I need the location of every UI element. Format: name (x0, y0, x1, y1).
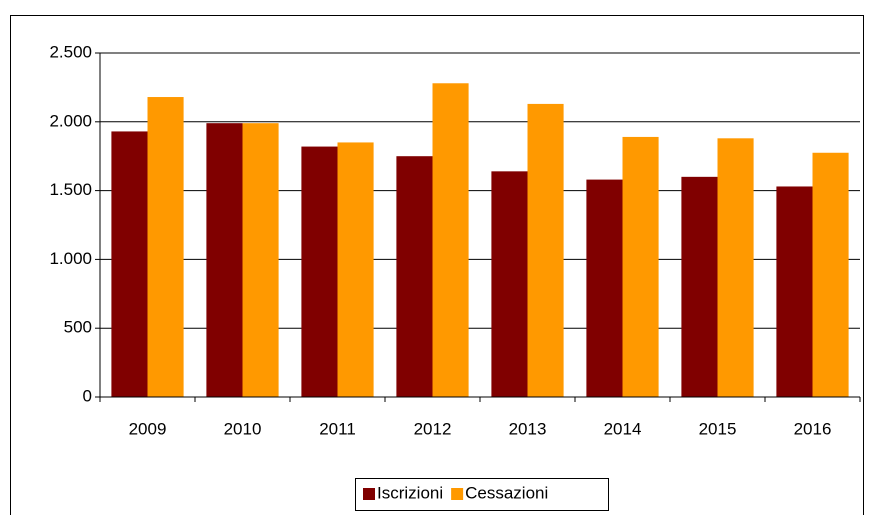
x-tick-label: 2010 (224, 419, 262, 438)
x-tick-label: 2012 (414, 419, 452, 438)
bar (242, 123, 279, 398)
legend-box (355, 478, 609, 511)
x-tick-label: 2016 (794, 419, 832, 438)
legend-swatch (451, 488, 464, 500)
bar (812, 152, 849, 397)
bar (301, 146, 338, 397)
bar (432, 83, 469, 397)
x-tick-label: 2009 (129, 419, 167, 438)
y-tick-label: 0 (83, 386, 92, 405)
bar (717, 138, 754, 397)
x-tick-label: 2014 (604, 419, 642, 438)
bar (147, 97, 184, 398)
bar (396, 156, 433, 397)
bar (206, 123, 243, 398)
bar (111, 131, 148, 397)
x-tick-label: 2013 (509, 419, 547, 438)
bar (622, 136, 659, 397)
y-tick-label: 2.500 (49, 42, 92, 61)
y-tick-label: 1.500 (49, 180, 92, 199)
y-tick-label: 1.000 (49, 249, 92, 268)
x-tick-label: 2011 (319, 419, 356, 438)
bar (527, 103, 564, 398)
bar (681, 176, 718, 397)
legend-label: Cessazioni (465, 483, 548, 502)
legend-label: Iscrizioni (377, 483, 443, 502)
bar (337, 142, 374, 397)
y-tick-label: 500 (64, 318, 92, 337)
legend-swatch (363, 488, 375, 500)
bar (776, 186, 813, 397)
x-tick-label: 2015 (699, 419, 737, 438)
bar (491, 171, 528, 397)
bar (586, 179, 623, 397)
y-tick-label: 2.000 (49, 111, 92, 130)
